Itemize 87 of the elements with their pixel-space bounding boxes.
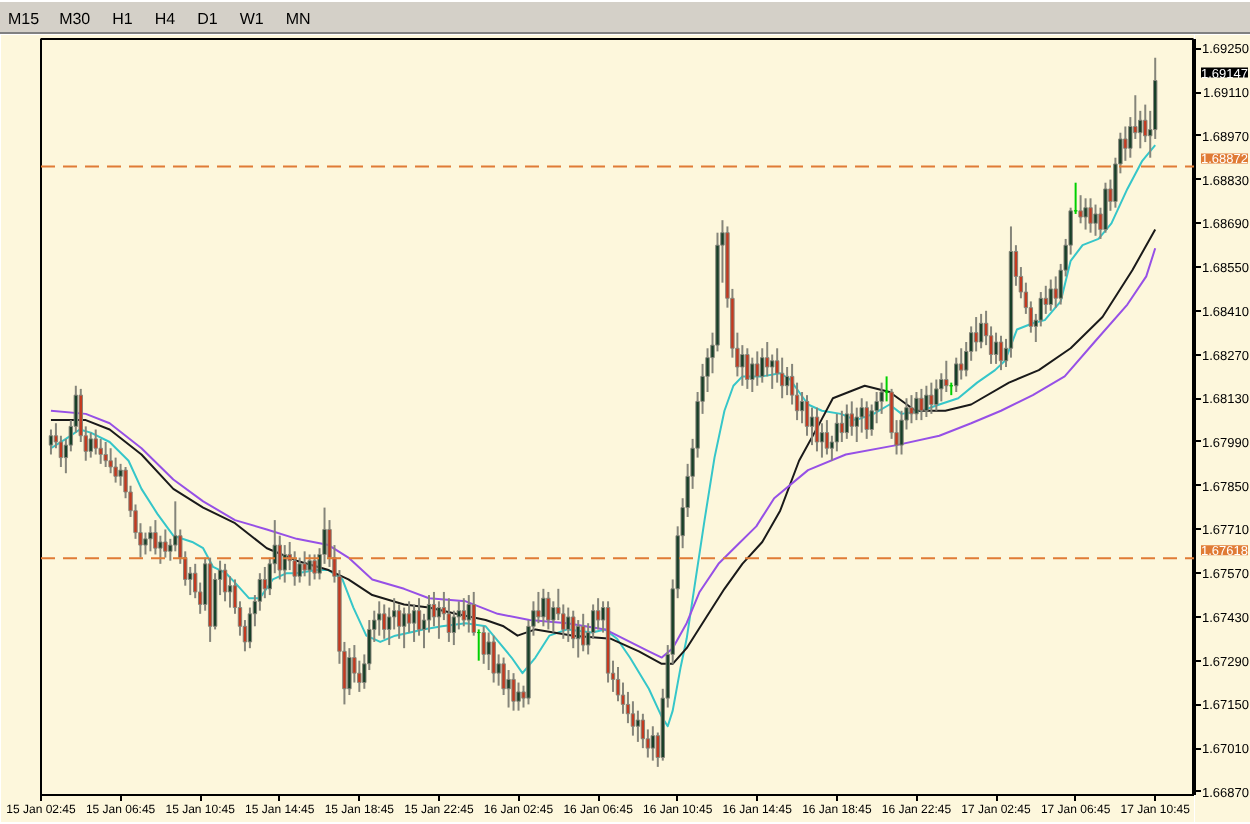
candlestick xyxy=(944,359,949,394)
candlestick xyxy=(282,544,287,584)
candlestick xyxy=(849,400,854,437)
candlestick xyxy=(1083,197,1088,231)
candlestick xyxy=(1078,194,1083,225)
candlestick xyxy=(401,606,407,650)
candlestick xyxy=(88,431,93,459)
candlestick xyxy=(387,606,392,647)
text: MN xyxy=(275,4,321,30)
candlestick xyxy=(998,334,1004,372)
candlestick xyxy=(760,347,765,384)
candlestick xyxy=(491,634,496,684)
candlestick xyxy=(148,525,153,553)
candlestick xyxy=(755,350,760,387)
candlestick xyxy=(461,597,466,628)
candlestick xyxy=(396,603,402,640)
candlestick xyxy=(511,672,516,712)
candlestick xyxy=(436,600,442,640)
text: M15 xyxy=(6,8,42,32)
candlestick xyxy=(934,378,939,412)
candlestick xyxy=(954,356,959,394)
candlestick xyxy=(750,356,755,394)
candlestick xyxy=(307,553,312,587)
candlestick xyxy=(595,597,601,631)
candlestick xyxy=(839,409,845,443)
text: H1 xyxy=(102,4,143,30)
text: H4 xyxy=(144,4,186,30)
candlestick xyxy=(929,381,934,415)
candlestick xyxy=(566,606,571,643)
candlestick xyxy=(834,412,840,453)
candlestick xyxy=(640,712,646,750)
candlestick xyxy=(814,406,820,453)
candlestick xyxy=(1093,203,1098,237)
candlestick xyxy=(844,403,849,440)
candlestick xyxy=(297,556,302,584)
candlestick xyxy=(466,594,471,634)
candlestick xyxy=(909,394,914,425)
candlestick xyxy=(377,600,382,637)
candlestick xyxy=(784,366,790,397)
candlestick xyxy=(804,394,810,437)
candlestick xyxy=(924,384,929,418)
candlestick xyxy=(973,316,979,353)
text: D1 xyxy=(187,4,228,30)
candlestick xyxy=(864,400,869,440)
candlestick xyxy=(859,397,864,434)
candlestick xyxy=(914,391,919,422)
candlestick xyxy=(471,590,476,637)
candlestick xyxy=(779,356,785,400)
candlestick xyxy=(1088,197,1093,234)
candlestick xyxy=(48,428,54,456)
candlestick xyxy=(347,647,352,697)
candlestick xyxy=(153,519,158,556)
candlestick xyxy=(163,528,168,559)
candlestick xyxy=(103,440,108,468)
candlestick xyxy=(978,312,984,350)
candlestick xyxy=(635,709,641,743)
candlestick xyxy=(919,387,924,422)
candlestick xyxy=(93,428,98,456)
candlestick xyxy=(993,331,999,365)
candlestick xyxy=(576,619,581,659)
candlestick xyxy=(854,406,859,443)
candlestick xyxy=(1048,278,1053,312)
candlestick xyxy=(580,612,586,653)
candlestick xyxy=(745,347,750,390)
text: W1 xyxy=(229,4,274,30)
candlestick xyxy=(143,531,148,556)
candlestick xyxy=(108,447,113,475)
candlestick xyxy=(571,609,576,650)
candlestick xyxy=(222,562,228,603)
candlestick xyxy=(302,550,307,578)
candlestick xyxy=(541,587,546,628)
candlestick xyxy=(411,603,417,643)
candlestick xyxy=(382,603,387,640)
candlestick xyxy=(481,625,486,665)
candlestick xyxy=(516,681,521,712)
candlestick xyxy=(446,597,452,643)
candlestick xyxy=(630,700,636,737)
candlestick xyxy=(546,590,551,631)
candlestick xyxy=(292,550,297,587)
text: M30 xyxy=(49,4,101,30)
candlestick xyxy=(1103,181,1108,234)
candlestick xyxy=(312,553,317,581)
candlestick xyxy=(113,456,118,484)
candlestick xyxy=(650,725,656,762)
candlestick xyxy=(879,381,884,415)
candlestick xyxy=(824,419,830,456)
candlestick xyxy=(98,437,103,465)
